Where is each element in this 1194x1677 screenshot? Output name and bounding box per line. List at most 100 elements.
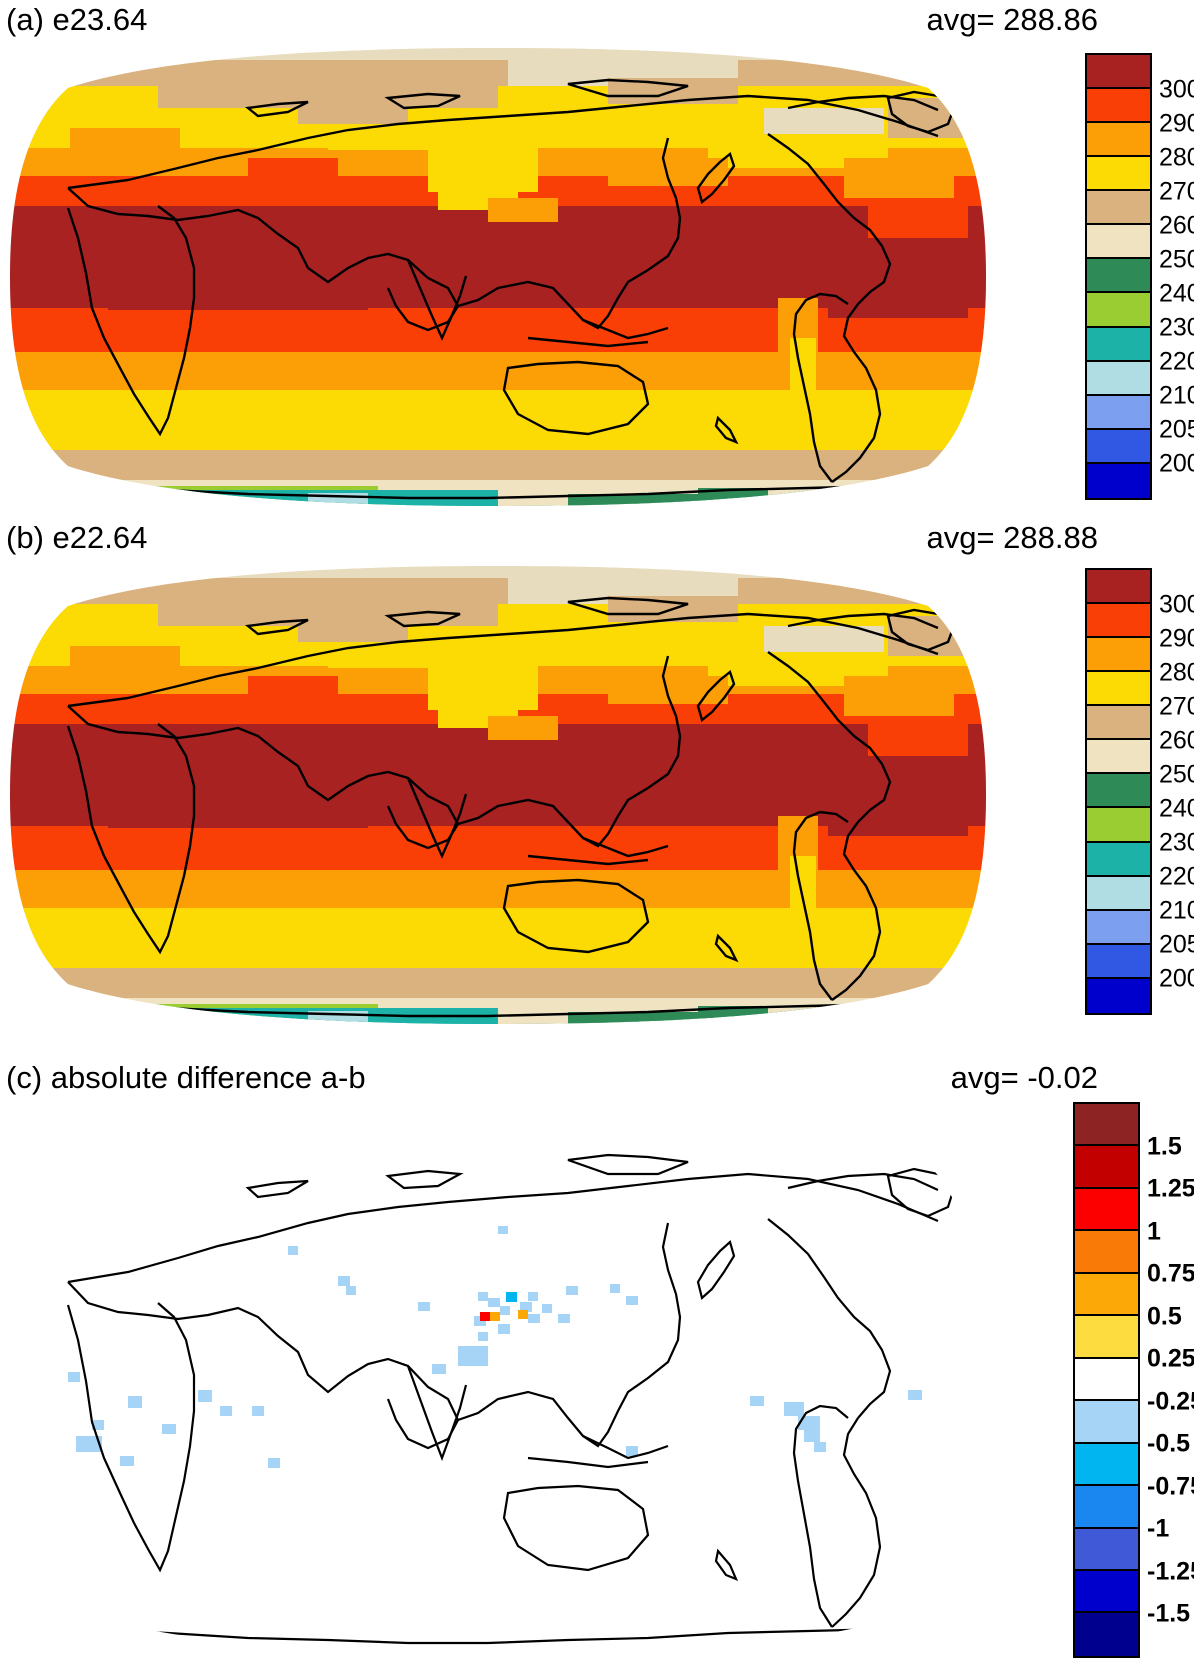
colorbar-cell [1087,774,1150,809]
colorbar-cell [1075,1613,1138,1656]
colorbar-tick-label: 220 [1159,862,1194,891]
colorbar-tick-label: 270 [1159,177,1194,206]
colorbar-cell [1075,1188,1138,1232]
panel-a-average: avg= 288.86 [926,2,1098,37]
colorbar-cell [1087,463,1150,498]
colorbar-tick-label: 210 [1159,381,1194,410]
panel-a: (a) e23.64 avg= 288.86 [0,0,1194,515]
colorbar-tick-label: 200 [1159,449,1194,478]
colorbar-tick-label: 1.25 [1147,1174,1194,1203]
colorbar-cell [1087,259,1150,294]
colorbar-tick-label: 200 [1159,964,1194,993]
colorbar-cell [1075,1146,1138,1189]
colorbar-a-cells [1085,53,1152,500]
colorbar-tick-label: 240 [1159,794,1194,823]
colorbar-cell [1087,570,1150,605]
colorbar-tick-label: -0.5 [1147,1429,1191,1458]
colorbar-cell [1075,1358,1138,1402]
colorbar-cell [1087,978,1150,1013]
colorbar-cell [1075,1443,1138,1487]
map-a-temperature-field [10,48,986,506]
colorbar-tick-label: 205 [1159,930,1194,959]
map-b-svg [10,566,986,1024]
colorbar-cell [1087,293,1150,328]
colorbar-b-cells [1085,568,1152,1015]
colorbar-tick-label: 290 [1159,109,1194,138]
colorbar-tick-label: 0.5 [1147,1302,1182,1331]
colorbar-cell [1087,944,1150,979]
colorbar-cell [1087,429,1150,464]
colorbar-cell [1087,327,1150,362]
colorbar-tick-label: 220 [1159,347,1194,376]
map-c-svg [10,1118,986,1654]
map-panel-b [8,556,988,1034]
colorbar-tick-label: 210 [1159,896,1194,925]
colorbar-tick-label: -0.25 [1147,1387,1194,1416]
colorbar-cell [1087,910,1150,945]
map-panel-a [8,38,988,516]
colorbar-tick-label: -1.25 [1147,1557,1194,1586]
colorbar-tick-label: 270 [1159,692,1194,721]
difference-cells-blue [506,1292,517,1302]
colorbar-tick-label: 260 [1159,211,1194,240]
panel-c-average: avg= -0.02 [950,1060,1098,1095]
panel-b-title: (b) e22.64 [6,520,148,555]
panel-b-average: avg= 288.88 [926,520,1098,555]
colorbar-cell [1087,395,1150,430]
difference-cells-light-blue [68,1226,922,1468]
colorbar-cell [1075,1401,1138,1444]
colorbar-cell [1075,1273,1138,1317]
panel-c: (c) absolute difference a-b avg= -0.02 [0,1040,1194,1677]
colorbar-tick-label: 0.75 [1147,1259,1194,1288]
colorbar-tick-label: 1 [1147,1217,1161,1246]
colorbar-tick-label: 0.25 [1147,1344,1194,1373]
colorbar-cell [1087,740,1150,775]
colorbar-tick-label: 230 [1159,313,1194,342]
colorbar-tick-label: 230 [1159,828,1194,857]
colorbar-cell [1087,191,1150,226]
colorbar-a: 300 290 280 270 260 250 240 230 220 210 205 200 [1085,53,1194,501]
colorbar-tick-label: 250 [1159,760,1194,789]
panel-b: (b) e22.64 avg= 288.88 [0,518,1194,1038]
colorbar-cell [1087,157,1150,192]
colorbar-cell [1075,1316,1138,1359]
colorbar-cell [1087,55,1150,90]
colorbar-tick-label: 250 [1159,245,1194,274]
colorbar-cell [1075,1231,1138,1274]
map-c-coastlines [10,1153,969,1645]
colorbar-tick-label: -1 [1147,1514,1170,1543]
map-a-svg [10,48,986,506]
map-c-difference-field [10,1118,986,1654]
colorbar-cell [1087,123,1150,158]
colorbar-cell [1087,876,1150,911]
colorbar-cell [1087,808,1150,843]
map-b-coastlines [10,596,969,1018]
colorbar-tick-label: 300 [1159,590,1194,619]
colorbar-cell [1087,638,1150,673]
colorbar-c-cells [1073,1102,1140,1658]
colorbar-tick-label: 260 [1159,726,1194,755]
colorbar-cell [1087,89,1150,124]
colorbar-tick-label: 1.5 [1147,1132,1182,1161]
colorbar-tick-label: -0.75 [1147,1472,1194,1501]
panel-c-title: (c) absolute difference a-b [6,1060,366,1095]
colorbar-tick-label: 240 [1159,279,1194,308]
colorbar-cell [1075,1104,1138,1147]
colorbar-tick-label: 300 [1159,75,1194,104]
colorbar-tick-label: 280 [1159,658,1194,687]
colorbar-cell [1087,672,1150,707]
difference-cells-orange [490,1310,528,1321]
colorbar-cell [1087,225,1150,260]
map-b-temperature-field [10,566,986,1024]
colorbar-cell [1087,842,1150,877]
colorbar-tick-label: 205 [1159,415,1194,444]
difference-cells-red [480,1312,490,1321]
colorbar-c: 1.5 1.25 1 0.75 0.5 0.25 -0.25 -0.5 -0.75 -1 -1.25… [1073,1102,1194,1660]
colorbar-cell [1087,604,1150,639]
colorbar-cell [1087,361,1150,396]
colorbar-cell [1087,706,1150,741]
colorbar-tick-label: -1.5 [1147,1599,1191,1628]
colorbar-b: 300 290 280 270 260 250 240 230 220 210 205 200 [1085,568,1194,1016]
panel-a-title: (a) e23.64 [6,2,148,37]
